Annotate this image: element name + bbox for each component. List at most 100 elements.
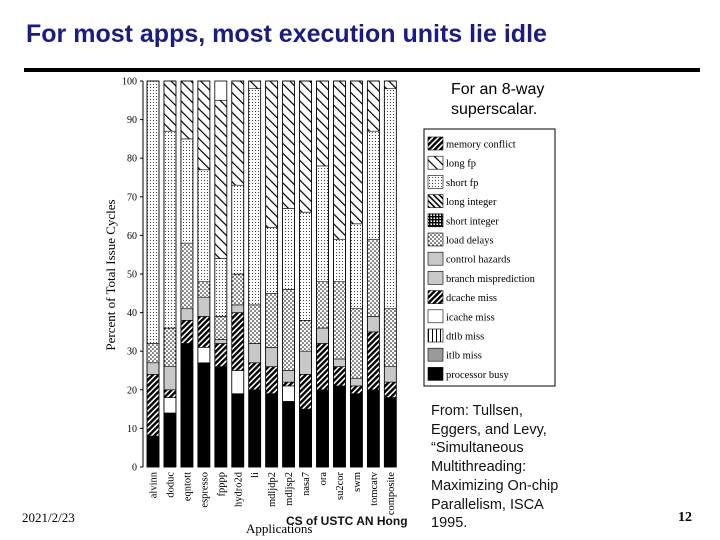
bar-segment-dcache-miss <box>265 366 278 394</box>
bar-segment-load-delays <box>180 242 194 310</box>
bar-segment-branch-misprediction <box>163 366 177 391</box>
bar-segment-processor-busy <box>367 389 380 468</box>
legend-swatch-dcache-miss <box>427 290 444 304</box>
y-tick-label: 70 <box>127 192 137 203</box>
bar-segment-dcache-miss <box>383 381 397 398</box>
chart-legend: memory conflict long fp short fp long integ… <box>423 128 556 387</box>
legend-label: load delays <box>446 236 494 247</box>
bar-segment-processor-busy <box>350 393 363 468</box>
bar-segment-short-fp <box>265 227 278 294</box>
legend-swatch-itlb-miss <box>427 347 444 362</box>
bar-segment-long-fp <box>367 80 380 132</box>
legend-label: control hazards <box>446 255 510 266</box>
source-line: From: Tullsen, <box>431 403 523 419</box>
bar-segment-processor-busy <box>163 412 177 468</box>
slide-title: For most apps, most execution units lie … <box>26 20 547 48</box>
legend-label: branch misprediction <box>446 274 536 285</box>
bar-outline-mdljdp2 <box>265 80 279 468</box>
bar-segment-processor-busy <box>316 389 329 468</box>
bar-segment-branch-misprediction <box>214 339 228 344</box>
bar-segment-load-delays <box>333 281 346 360</box>
bar-segment-dcache-miss <box>163 389 177 398</box>
bar-segment-load-delays <box>214 316 228 340</box>
bar-segment-dcache-miss <box>299 374 312 410</box>
bar-segment-long-fp <box>265 80 278 228</box>
bar-segment-dcache-miss <box>282 381 295 387</box>
bar-segment-load-delays <box>231 273 245 306</box>
category-label: tomcatv <box>369 471 380 506</box>
chart-bars <box>146 80 397 468</box>
bar-segment-long-fp <box>197 80 211 171</box>
bar-segment-load-delays <box>367 238 380 317</box>
bar-segment-load-delays <box>282 289 295 371</box>
category-label: swm <box>352 472 363 492</box>
bar-segment-dcache-miss <box>197 316 211 348</box>
bar-segment-load-delays <box>197 281 211 298</box>
bar-segment-long-fp <box>383 80 397 90</box>
bar-segment-short-fp <box>214 258 228 317</box>
bar-segment-load-delays <box>163 327 177 367</box>
legend-label: itlb miss <box>446 351 482 362</box>
bar-segment-branch-misprediction <box>316 327 329 344</box>
bar-outline-su2cor <box>333 80 346 468</box>
bar-segment-short-fp <box>231 184 245 275</box>
bar-outline-espresso <box>197 80 211 468</box>
bar-segment-short-fp <box>333 238 346 283</box>
bar-outline-composite <box>383 80 397 468</box>
category-label: eqntott <box>182 472 193 501</box>
slide-footer: CS of USTC AN Hong <box>286 514 408 528</box>
bar-outline-li <box>248 80 262 468</box>
title-rule <box>24 68 700 72</box>
bar-outline-swm <box>349 80 363 468</box>
bar-segment-icache-miss <box>282 385 295 402</box>
legend-swatch-long-fp <box>427 155 444 170</box>
bar-segment-dcache-miss <box>316 343 329 391</box>
legend-swatch-icache-miss <box>427 309 444 324</box>
note-line: For an 8-way <box>451 81 545 98</box>
bar-segment-dcache-miss <box>214 343 228 367</box>
legend-label: long fp <box>446 159 476 170</box>
x-axis-label: Applications <box>246 521 312 536</box>
y-tick-label: 100 <box>122 77 137 88</box>
bar-segment-long-fp <box>282 80 295 209</box>
bar-segment-branch-misprediction <box>231 304 245 313</box>
bar-segment-dcache-miss <box>333 366 346 387</box>
legend-swatch-short-integer <box>427 213 444 228</box>
bar-segment-processor-busy <box>146 435 160 468</box>
bar-segment-short-fp <box>316 165 329 283</box>
bar-segment-icache-miss <box>231 370 245 394</box>
source-citation: From: Tullsen, Eggers, and Levy, “Simult… <box>431 402 601 533</box>
bar-segment-short-fp <box>282 208 295 290</box>
y-tick-label: 20 <box>127 385 137 396</box>
bar-segment-icache-miss <box>197 347 211 364</box>
y-tick-label: 10 <box>127 424 137 435</box>
legend-label: icache miss <box>446 312 495 323</box>
y-tick-label: 0 <box>132 463 137 474</box>
source-line: Eggers, and Levy, <box>431 421 547 438</box>
legend-swatch-branch-misprediction <box>427 271 444 285</box>
bar-segment-long-fp <box>214 100 228 259</box>
bar-outline-alvinn <box>146 80 160 468</box>
source-line: Parallelism, ISCA <box>431 496 544 513</box>
bar-outline-eqntott <box>180 80 194 468</box>
bar-segment-processor-busy <box>180 343 194 468</box>
legend-swatch-dtlb-miss <box>427 328 444 343</box>
bar-segment-long-fp <box>333 80 346 240</box>
bar-segment-branch-misprediction <box>282 370 295 383</box>
category-label: alvinn <box>149 471 160 498</box>
bar-segment-icache-miss <box>163 397 177 414</box>
bar-segment-branch-misprediction <box>265 347 278 367</box>
legend-swatch-memory-conflict <box>427 136 444 151</box>
category-label: ora <box>318 472 329 486</box>
bar-segment-branch-misprediction <box>197 296 211 317</box>
bar-segment-processor-busy <box>383 397 397 468</box>
bar-segment-branch-misprediction <box>299 350 312 375</box>
bar-segment-long-fp <box>248 80 261 90</box>
category-labels: alvinn doduc eqntott espresso fpppp hydro2d li… <box>149 471 397 515</box>
bar-segment-dcache-miss <box>248 362 261 391</box>
legend-label: dcache miss <box>446 293 497 304</box>
bar-segment-load-delays <box>350 308 363 379</box>
bar-segment-short-fp <box>163 130 177 329</box>
chart-axes: 0 10 20 30 40 50 60 70 80 90 100 <box>122 77 144 474</box>
